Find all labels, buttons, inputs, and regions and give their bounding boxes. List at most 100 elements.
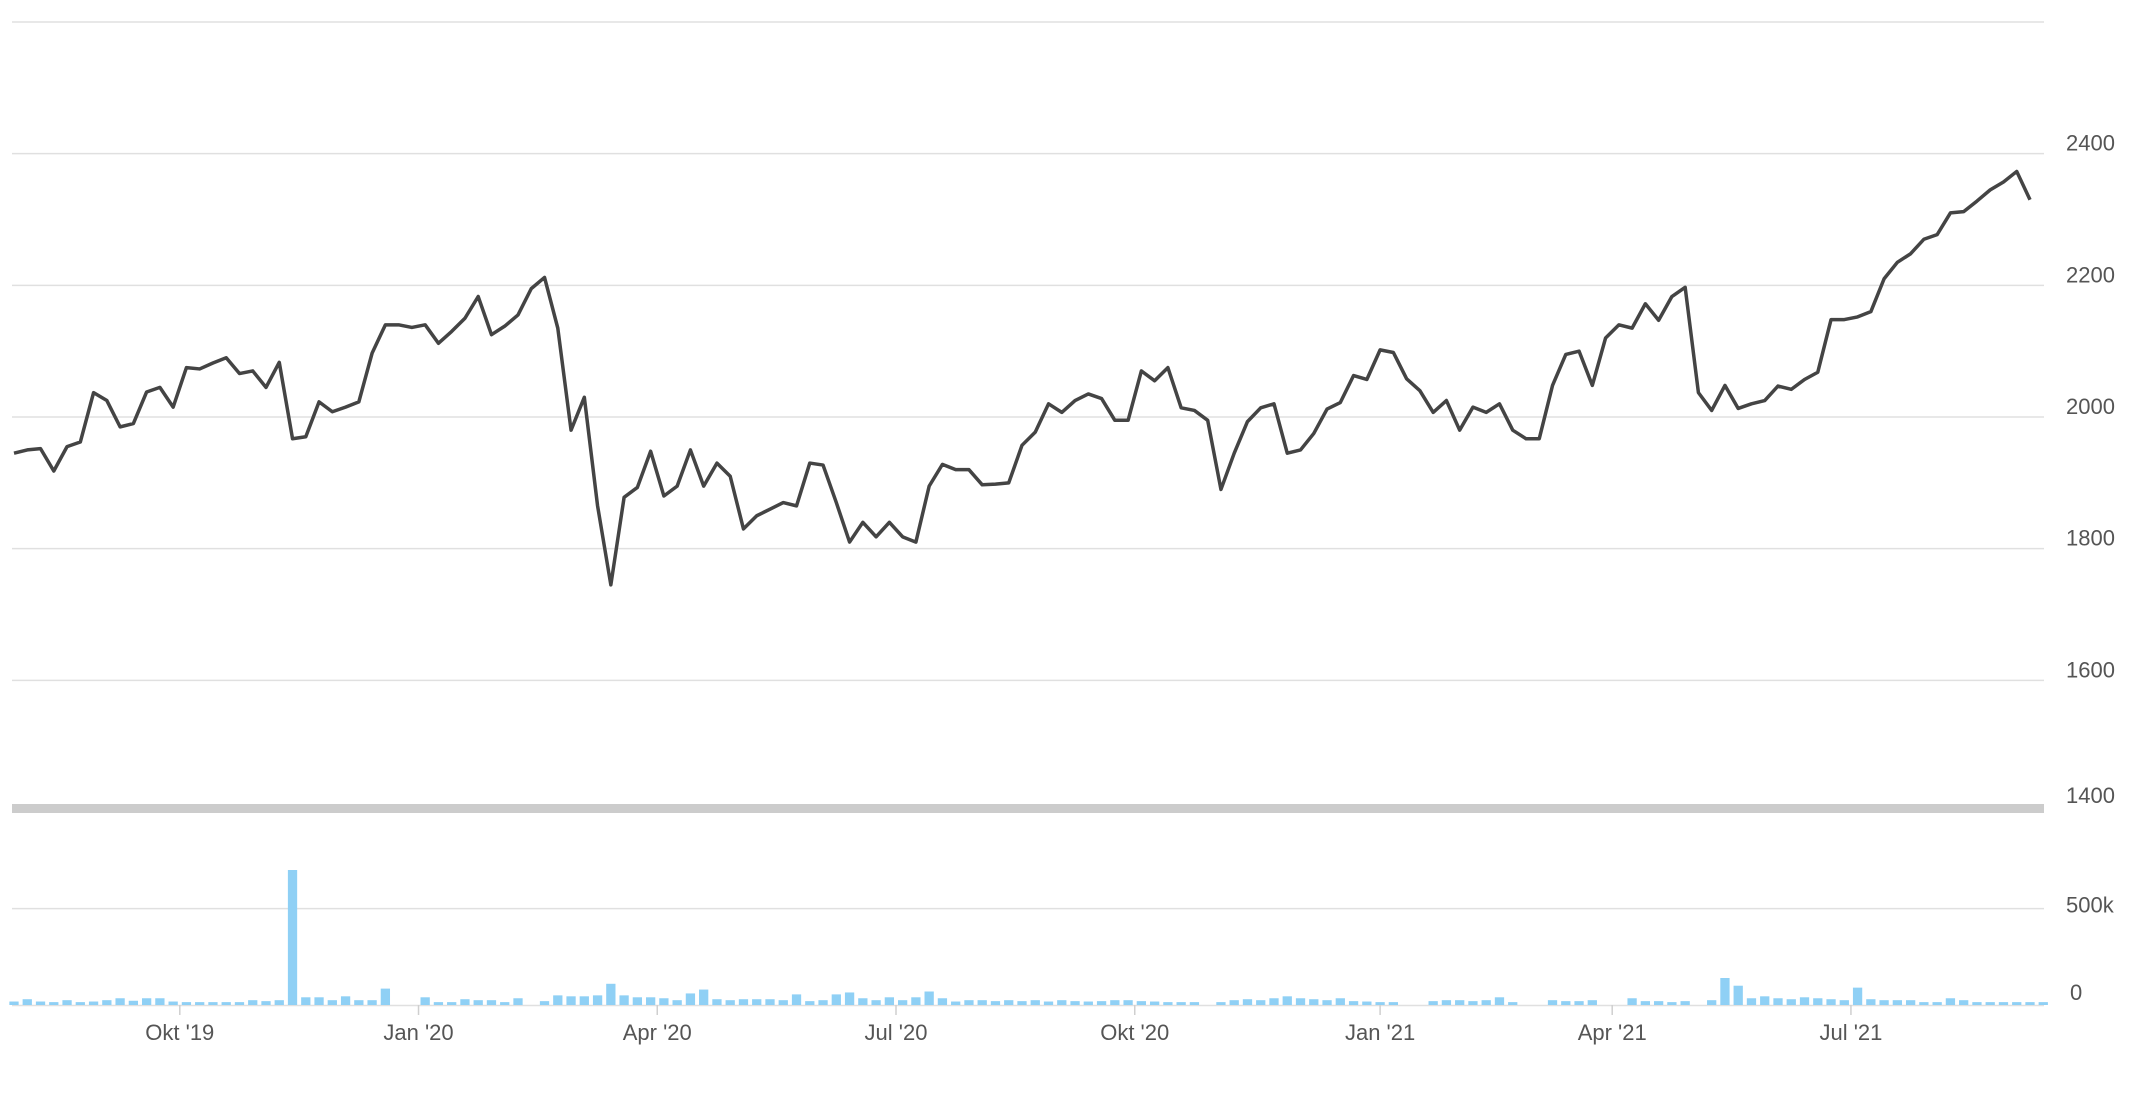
volume-bar [1587, 1000, 1597, 1005]
volume-bar [1043, 1001, 1054, 1005]
volume-bar [1057, 1000, 1067, 1005]
volume-bar [1083, 1001, 1093, 1005]
volume-bar [1786, 999, 1796, 1005]
volume-bar [937, 998, 948, 1005]
x-tick-label: Jan '20 [383, 1020, 453, 1045]
volume-bar [1348, 1001, 1359, 1005]
volume-bar [1707, 1000, 1717, 1005]
volume-bar [725, 1000, 735, 1005]
volume-bar [2025, 1002, 2035, 1005]
volume-bar [1720, 978, 1730, 1005]
volume-bar [712, 999, 722, 1005]
volume-bar [606, 983, 616, 1005]
x-tick-label: Okt '20 [1100, 1020, 1169, 1045]
volume-bar [1123, 1000, 1133, 1005]
volume-bar [566, 996, 576, 1005]
volume-bar [765, 999, 775, 1005]
volume-bar [486, 1000, 497, 1005]
volume-bar [645, 997, 656, 1005]
volume-bar [208, 1002, 218, 1005]
volume-bar [433, 1002, 444, 1005]
volume-bar [1362, 1001, 1372, 1005]
volume-bar [75, 1002, 85, 1005]
volume-bar [699, 989, 709, 1005]
volume-bar [1149, 1001, 1160, 1005]
volume-bar [1879, 1000, 1889, 1005]
volume-bar [1070, 1001, 1080, 1005]
volume-bar [473, 1000, 483, 1005]
volume-bar [539, 1001, 550, 1005]
volume-bar [460, 999, 470, 1005]
volume-bar [553, 995, 563, 1005]
volume-bar [1481, 1000, 1491, 1005]
price-axis: 2400 2200 2000 1800 1600 1400 [2066, 131, 2115, 808]
volume-bar [2012, 1002, 2022, 1005]
volume-bar [1746, 998, 1757, 1005]
x-tick-label: Jan '21 [1345, 1020, 1415, 1045]
volume-bar [1998, 1002, 2009, 1005]
volume-bar [1163, 1002, 1173, 1005]
volume-bar [1839, 1000, 1849, 1005]
volume-bar [2038, 1002, 2048, 1005]
volume-bar [1932, 1002, 1942, 1005]
volume-bar [924, 991, 934, 1005]
volume-bar [738, 999, 749, 1005]
price-tick-label: 2400 [2066, 131, 2115, 156]
volume-bar [500, 1002, 510, 1005]
pane-divider [12, 804, 2044, 813]
volume-bar [1919, 1002, 1929, 1005]
volume-bar [49, 1002, 59, 1005]
volume-bar [367, 1000, 377, 1005]
price-tick-label: 1600 [2066, 657, 2115, 682]
volume-bar [141, 998, 152, 1005]
volume-bar [513, 998, 523, 1005]
volume-bar [1667, 1002, 1677, 1005]
volume-bar [897, 1000, 908, 1005]
volume-bar [911, 997, 921, 1005]
volume-bar [791, 994, 802, 1005]
volume-bar [1813, 998, 1823, 1005]
volume-bar [447, 1002, 457, 1005]
volume-bar [1561, 1001, 1571, 1005]
volume-bar [1627, 998, 1637, 1005]
volume-bar [844, 992, 855, 1005]
volume-bar [1176, 1002, 1186, 1005]
volume-bar [102, 1000, 112, 1005]
volume-bar [632, 997, 643, 1005]
volume-bar [1096, 1001, 1107, 1005]
volume-bar [1189, 1002, 1200, 1005]
volume-bar [1945, 998, 1956, 1005]
x-tick-label: Jul '20 [865, 1020, 928, 1045]
volume-bar [1441, 1000, 1452, 1005]
volume-bar [884, 997, 895, 1005]
volume-tick-label: 500k [2066, 893, 2115, 918]
volume-bar [22, 999, 32, 1005]
volume-bar [248, 1000, 258, 1005]
volume-bar [1640, 1001, 1651, 1005]
volume-bar [1905, 1000, 1916, 1005]
volume-bar [155, 998, 165, 1005]
volume-bar [778, 1000, 788, 1005]
volume-bar [274, 1000, 284, 1005]
volume-tick-label: 0 [2070, 980, 2082, 1005]
x-tick-label: Okt '19 [145, 1020, 214, 1045]
volume-bar [287, 870, 298, 1005]
volume-bar [1256, 1000, 1266, 1005]
volume-bar [831, 994, 841, 1005]
price-tick-label: 1400 [2066, 783, 2115, 808]
volume-bar [1282, 996, 1292, 1005]
volume-bar [818, 1000, 828, 1005]
volume-bar [181, 1002, 192, 1005]
volume-bar [990, 1001, 1001, 1005]
volume-bar [592, 995, 603, 1005]
volume-bar [62, 1000, 72, 1005]
volume-bar [1030, 1000, 1040, 1005]
volume-bar [1680, 1001, 1690, 1005]
volume-bar [301, 997, 311, 1005]
volume-bar [340, 996, 351, 1005]
volume-bar [1852, 987, 1863, 1005]
volume-bar [1455, 1000, 1465, 1005]
volume-bar [672, 1000, 682, 1005]
volume-bar [1985, 1002, 1995, 1005]
